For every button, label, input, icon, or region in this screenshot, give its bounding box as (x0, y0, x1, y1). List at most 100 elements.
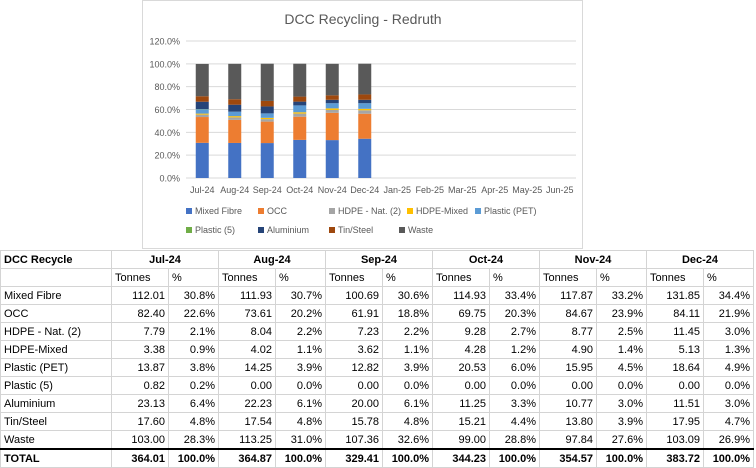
table-cell[interactable]: 6.0% (490, 359, 540, 377)
table-cell[interactable]: 17.60 (112, 413, 169, 431)
table-cell[interactable]: 1.4% (597, 341, 647, 359)
table-cell[interactable]: 4.7% (704, 413, 754, 431)
table-cell[interactable]: 4.02 (219, 341, 276, 359)
table-cell[interactable]: 20.2% (276, 305, 326, 323)
table-cell[interactable]: 0.0% (704, 377, 754, 395)
total-cell[interactable]: 354.57 (540, 449, 597, 468)
total-cell[interactable]: 364.01 (112, 449, 169, 468)
table-cell[interactable]: 82.40 (112, 305, 169, 323)
table-cell[interactable]: 18.64 (647, 359, 704, 377)
total-cell[interactable]: 100.0% (169, 449, 219, 468)
table-cell[interactable]: 20.3% (490, 305, 540, 323)
table-cell[interactable]: 0.00 (647, 377, 704, 395)
table-cell[interactable]: 30.6% (383, 287, 433, 305)
tonnes-subheader[interactable]: Tonnes (326, 269, 383, 287)
total-label[interactable]: TOTAL (1, 449, 112, 468)
table-cell[interactable]: 18.8% (383, 305, 433, 323)
table-cell[interactable]: 84.11 (647, 305, 704, 323)
tonnes-subheader[interactable]: Tonnes (219, 269, 276, 287)
month-header[interactable]: Oct-24 (433, 251, 540, 269)
table-cell[interactable]: 3.9% (597, 413, 647, 431)
table-cell[interactable]: 107.36 (326, 431, 383, 450)
table-cell[interactable]: 15.21 (433, 413, 490, 431)
table-cell[interactable]: 3.0% (704, 323, 754, 341)
row-label[interactable]: HDPE - Nat. (2) (1, 323, 112, 341)
table-cell[interactable]: 2.2% (276, 323, 326, 341)
table-cell[interactable]: 10.77 (540, 395, 597, 413)
table-cell[interactable]: 0.00 (219, 377, 276, 395)
table-cell[interactable]: 33.2% (597, 287, 647, 305)
row-label[interactable]: Mixed Fibre (1, 287, 112, 305)
table-cell[interactable]: 113.25 (219, 431, 276, 450)
total-cell[interactable]: 100.0% (276, 449, 326, 468)
table-cell[interactable]: 131.85 (647, 287, 704, 305)
table-cell[interactable]: 112.01 (112, 287, 169, 305)
table-cell[interactable]: 3.0% (597, 395, 647, 413)
table-cell[interactable]: 4.8% (276, 413, 326, 431)
table-cell[interactable]: 15.95 (540, 359, 597, 377)
table-cell[interactable]: 26.9% (704, 431, 754, 450)
table-cell[interactable]: 103.09 (647, 431, 704, 450)
tonnes-subheader[interactable]: Tonnes (647, 269, 704, 287)
table-cell[interactable]: 13.80 (540, 413, 597, 431)
table-corner-label[interactable]: DCC Recycle (1, 251, 112, 269)
table-cell[interactable]: 0.82 (112, 377, 169, 395)
table-cell[interactable]: 103.00 (112, 431, 169, 450)
table-cell[interactable]: 0.00 (326, 377, 383, 395)
month-header[interactable]: Sep-24 (326, 251, 433, 269)
total-cell[interactable]: 329.41 (326, 449, 383, 468)
table-cell[interactable]: 99.00 (433, 431, 490, 450)
table-cell[interactable]: 0.0% (383, 377, 433, 395)
month-header[interactable]: Aug-24 (219, 251, 326, 269)
table-cell[interactable]: 4.28 (433, 341, 490, 359)
table-cell[interactable]: 0.2% (169, 377, 219, 395)
table-cell[interactable]: 61.91 (326, 305, 383, 323)
table-cell[interactable]: 4.90 (540, 341, 597, 359)
table-cell[interactable]: 0.00 (540, 377, 597, 395)
table-cell[interactable]: 31.0% (276, 431, 326, 450)
table-cell[interactable]: 20.00 (326, 395, 383, 413)
table-cell[interactable]: 9.28 (433, 323, 490, 341)
total-cell[interactable]: 100.0% (704, 449, 754, 468)
percent-subheader[interactable]: % (704, 269, 754, 287)
table-cell[interactable]: 28.8% (490, 431, 540, 450)
table-cell[interactable]: 100.69 (326, 287, 383, 305)
table-cell[interactable]: 114.93 (433, 287, 490, 305)
table-cell[interactable]: 11.45 (647, 323, 704, 341)
row-label[interactable]: HDPE-Mixed (1, 341, 112, 359)
table-cell[interactable]: 6.4% (169, 395, 219, 413)
table-cell[interactable]: 3.9% (276, 359, 326, 377)
row-label[interactable]: Aluminium (1, 395, 112, 413)
total-cell[interactable]: 383.72 (647, 449, 704, 468)
table-cell[interactable]: 28.3% (169, 431, 219, 450)
table-cell[interactable]: 17.54 (219, 413, 276, 431)
table-cell[interactable]: 73.61 (219, 305, 276, 323)
table-cell[interactable]: 30.7% (276, 287, 326, 305)
table-cell[interactable]: 23.13 (112, 395, 169, 413)
table-cell[interactable]: 21.9% (704, 305, 754, 323)
table-cell[interactable]: 4.8% (169, 413, 219, 431)
table-cell[interactable]: 2.7% (490, 323, 540, 341)
table-cell[interactable]: 11.51 (647, 395, 704, 413)
month-header[interactable]: Nov-24 (540, 251, 647, 269)
month-header[interactable]: Dec-24 (647, 251, 754, 269)
table-cell[interactable]: 20.53 (433, 359, 490, 377)
table-cell[interactable]: 15.78 (326, 413, 383, 431)
table-cell[interactable]: 11.25 (433, 395, 490, 413)
percent-subheader[interactable]: % (597, 269, 647, 287)
total-cell[interactable]: 364.87 (219, 449, 276, 468)
table-cell[interactable]: 27.6% (597, 431, 647, 450)
table-cell[interactable]: 0.0% (597, 377, 647, 395)
table-cell[interactable]: 0.0% (490, 377, 540, 395)
row-label[interactable]: OCC (1, 305, 112, 323)
row-label[interactable]: Tin/Steel (1, 413, 112, 431)
table-cell[interactable]: 3.3% (490, 395, 540, 413)
percent-subheader[interactable]: % (276, 269, 326, 287)
row-label[interactable]: Waste (1, 431, 112, 450)
table-cell[interactable]: 14.25 (219, 359, 276, 377)
table-cell[interactable]: 3.9% (383, 359, 433, 377)
table-cell[interactable]: 4.5% (597, 359, 647, 377)
table-cell[interactable]: 17.95 (647, 413, 704, 431)
table-cell[interactable]: 7.79 (112, 323, 169, 341)
percent-subheader[interactable]: % (490, 269, 540, 287)
